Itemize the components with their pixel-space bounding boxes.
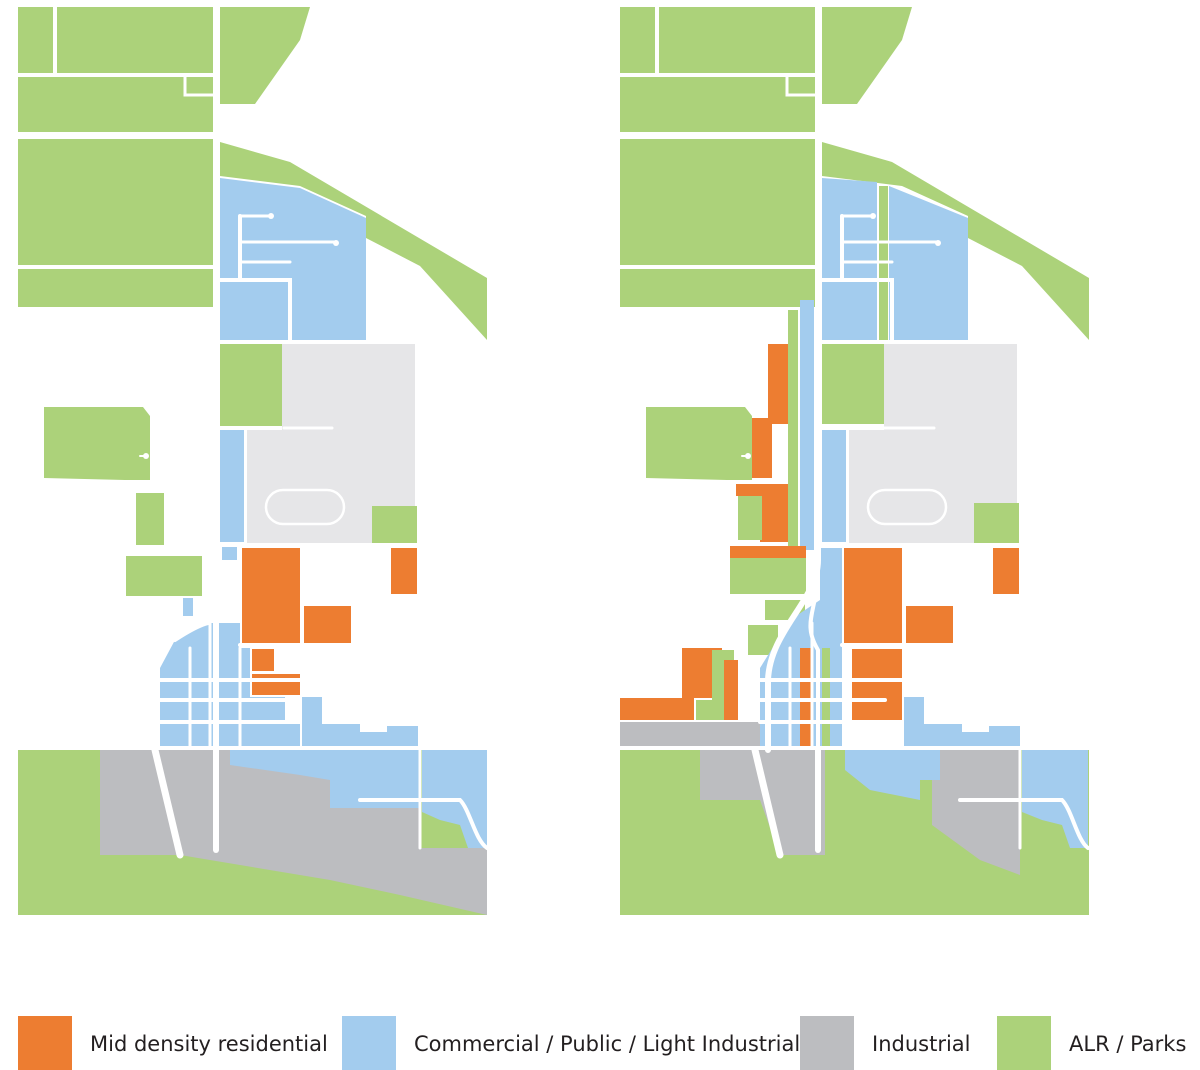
residential-block-2	[906, 606, 953, 644]
cul-de-sac-marker	[935, 240, 941, 246]
commercial-strip-south	[302, 697, 418, 748]
park-west-lower	[126, 556, 202, 596]
cul-de-sac-marker	[333, 240, 339, 246]
school-site	[247, 344, 415, 545]
legend-swatch-commercial	[342, 1016, 396, 1070]
park-west-small	[136, 493, 164, 545]
residential-corridor-1	[768, 344, 788, 424]
residential-corridor-4	[760, 484, 788, 542]
road-commercial-north	[218, 214, 292, 342]
alr-strip-north	[822, 142, 1089, 340]
alr-block-north-west	[620, 7, 815, 132]
greenway-corridor-west	[788, 310, 798, 550]
map-legend: Mid density residential Commercial / Pub…	[0, 1010, 1200, 1070]
residential-west-2	[620, 698, 694, 720]
running-track	[264, 488, 346, 526]
commercial-corridor	[800, 300, 814, 550]
park-south-east	[372, 506, 417, 544]
alr-block-north-east	[822, 7, 912, 104]
commercial-block-north-2	[889, 186, 968, 340]
road-south-diagonal	[151, 746, 184, 859]
commercial-small	[222, 547, 237, 560]
commercial-south-mid	[845, 750, 940, 800]
park-north	[822, 344, 889, 424]
cul-de-sac-marker	[268, 213, 274, 219]
park-corridor-lower	[730, 558, 806, 594]
park-south-east	[974, 503, 1019, 543]
residential-block-3	[252, 649, 274, 671]
legend-swatch-industrial	[800, 1016, 854, 1070]
school-site	[849, 344, 1017, 545]
commercial-small-2	[183, 598, 193, 616]
residential-block-1	[242, 548, 300, 643]
legend-swatch-parks	[997, 1016, 1051, 1070]
road-cul-de-sacs	[238, 214, 337, 264]
road-grid-east-west	[158, 678, 489, 750]
alr-block-west	[18, 139, 213, 307]
alr-block-north-east	[220, 7, 310, 104]
road-north-3	[183, 73, 215, 97]
commercial-strip-south	[904, 697, 1020, 748]
road-south-east	[358, 798, 489, 850]
commercial-strip-central	[822, 430, 846, 542]
land-use-maps	[15, 4, 1092, 915]
road-south-east	[958, 798, 1090, 850]
road-curve	[173, 621, 210, 642]
park-north	[220, 344, 282, 426]
town-centre-commercial	[160, 623, 300, 748]
residential-block-3	[852, 649, 902, 721]
road-grid-east-west	[618, 678, 1090, 750]
park-west-large	[646, 407, 752, 480]
legend-label-parks: ALR / Parks	[1069, 1032, 1187, 1056]
park-west-small	[696, 700, 726, 720]
industrial-west	[620, 722, 760, 748]
residential-block-east	[993, 548, 1019, 594]
proposed-land-use-map	[617, 4, 1092, 915]
alr-strip-north	[220, 142, 487, 340]
residential-block-east	[391, 548, 417, 594]
alr-block-west	[620, 139, 815, 307]
cul-de-sac-marker	[870, 213, 876, 219]
commercial-south-mid	[230, 748, 420, 808]
commercial-block-north-1	[822, 178, 877, 340]
commercial-block-north	[220, 178, 366, 340]
residential-corridor-2	[752, 418, 772, 478]
legend-label-commercial: Commercial / Public / Light Industrial	[414, 1032, 801, 1056]
industrial-block-east	[932, 750, 1020, 875]
road-grid-north-south	[788, 621, 814, 750]
road-cul-de-sacs	[840, 214, 939, 264]
residential-block-1	[844, 548, 902, 643]
legend-swatch-residential	[18, 1016, 72, 1070]
commercial-strip-central	[220, 430, 244, 542]
residential-west-3	[724, 660, 738, 720]
alr-block-north-west	[18, 7, 213, 132]
legend-label-residential: Mid density residential	[90, 1032, 328, 1056]
residential-block-4	[252, 674, 300, 695]
industrial-block-west	[700, 750, 825, 855]
running-track	[866, 488, 948, 526]
existing-land-use-map	[15, 4, 490, 915]
road-north-3	[785, 73, 817, 97]
road-commercial-north	[820, 214, 894, 342]
cul-de-sac-marker	[143, 453, 149, 459]
residential-corridor-5	[730, 546, 806, 558]
road-main-branch	[808, 558, 821, 752]
legend-label-industrial: Industrial	[872, 1032, 971, 1056]
cul-de-sac-marker	[745, 453, 751, 459]
road-south-diagonal	[751, 746, 784, 859]
park-west-large	[44, 407, 150, 480]
residential-block-2	[304, 606, 351, 644]
park-corridor	[738, 496, 762, 540]
road-grid-north-south	[188, 621, 242, 750]
